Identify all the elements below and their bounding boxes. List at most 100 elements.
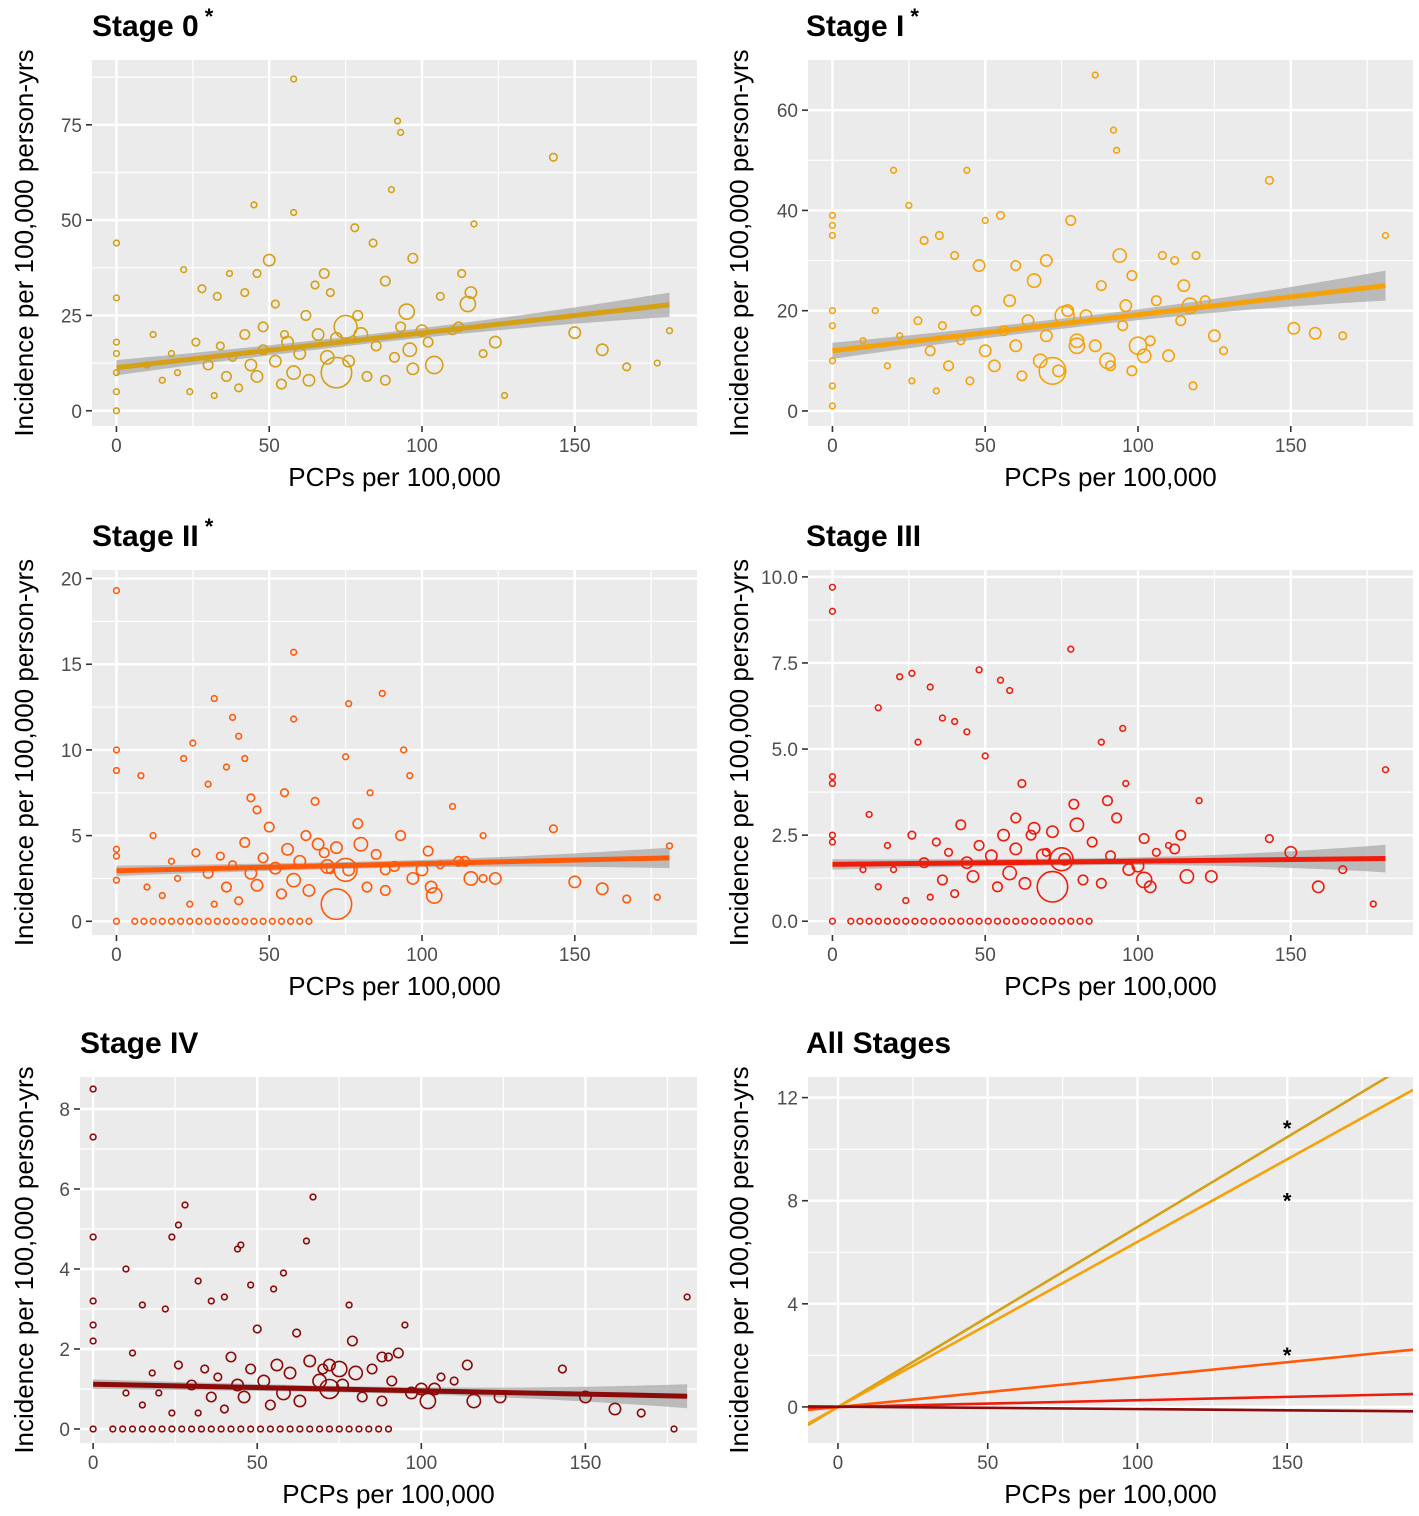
y-tick-label: 4 xyxy=(59,1260,70,1281)
data-point xyxy=(957,917,965,925)
data-point xyxy=(1068,798,1080,810)
data-point xyxy=(309,1193,317,1201)
data-point xyxy=(406,771,414,780)
data-point xyxy=(252,268,262,279)
data-point xyxy=(828,382,837,390)
data-point xyxy=(379,884,391,896)
data-point xyxy=(608,1402,622,1416)
data-point xyxy=(225,269,234,278)
x-tick-label: 50 xyxy=(977,1453,998,1474)
data-point xyxy=(140,917,148,925)
data-point xyxy=(386,1375,398,1387)
series-line xyxy=(808,1392,1413,1409)
data-point xyxy=(200,1364,210,1374)
data-point xyxy=(905,201,913,210)
data-point xyxy=(202,359,214,371)
data-point xyxy=(828,402,837,410)
data-point xyxy=(370,340,382,352)
data-point xyxy=(89,1133,97,1141)
x-tick-label: 50 xyxy=(247,1453,268,1474)
data-point xyxy=(222,917,231,925)
y-tick-label: 0 xyxy=(59,1420,70,1441)
data-point xyxy=(89,1297,97,1305)
x-axis-label: PCPs per 100,000 xyxy=(288,971,500,1001)
panel-title: Stage III xyxy=(806,520,921,553)
data-point xyxy=(981,216,989,225)
data-point xyxy=(896,332,904,340)
data-point xyxy=(365,1425,373,1433)
data-point xyxy=(937,321,948,331)
data-point xyxy=(1012,917,1020,925)
data-point xyxy=(112,349,121,358)
panel-1: 0 50 100 150 0 25 50 75 PCPs per 100,000 Incidenc… xyxy=(9,4,697,492)
data-point xyxy=(995,210,1006,221)
data-point xyxy=(345,700,353,708)
data-point xyxy=(911,917,919,925)
data-point xyxy=(1101,795,1113,807)
data-point xyxy=(871,307,879,315)
data-point xyxy=(361,370,373,382)
data-point xyxy=(1170,255,1180,266)
data-point xyxy=(1144,335,1156,347)
panel-6: * * * 0 50 100 150 0 4 8 12 PCPs per 100,000 Inciden… xyxy=(724,1027,1413,1509)
series-line xyxy=(808,1348,1413,1412)
data-point xyxy=(488,871,502,885)
data-point xyxy=(828,231,837,240)
data-point xyxy=(345,1425,353,1433)
y-tick-label: 20 xyxy=(777,302,798,323)
data-point xyxy=(237,1241,245,1249)
data-point xyxy=(902,917,910,925)
data-point xyxy=(210,694,218,703)
data-point xyxy=(270,299,280,309)
data-point xyxy=(966,917,974,925)
data-point xyxy=(112,294,121,302)
data-point xyxy=(355,1425,363,1433)
data-point xyxy=(181,1201,189,1209)
data-point xyxy=(138,1301,147,1309)
data-point xyxy=(122,1265,130,1273)
data-point xyxy=(1099,352,1116,370)
data-point xyxy=(250,917,258,925)
data-point xyxy=(244,358,258,372)
data-point xyxy=(383,1352,394,1362)
data-point xyxy=(947,917,956,925)
data-point xyxy=(1052,364,1066,378)
data-point xyxy=(333,314,358,340)
x-tick-label: 0 xyxy=(833,1453,844,1474)
data-point xyxy=(683,1293,691,1301)
data-point xyxy=(402,342,418,358)
data-point xyxy=(1009,339,1023,353)
data-point xyxy=(595,343,609,357)
data-point xyxy=(828,357,837,365)
data-point xyxy=(247,1281,255,1289)
data-point xyxy=(914,738,922,746)
x-tick-label: 150 xyxy=(1275,436,1307,457)
data-point xyxy=(907,830,917,840)
data-point xyxy=(178,1425,186,1433)
data-point xyxy=(263,821,275,833)
y-tick-label: 2 xyxy=(59,1340,70,1361)
y-tick-label: 25 xyxy=(61,306,82,327)
data-point xyxy=(189,739,197,747)
data-point xyxy=(296,1425,304,1433)
data-point xyxy=(1122,779,1130,788)
significance-marker: * xyxy=(1283,1116,1292,1141)
data-point xyxy=(247,1425,255,1433)
data-point xyxy=(180,266,188,274)
data-point xyxy=(622,894,632,904)
fit-line xyxy=(832,283,1386,354)
data-point xyxy=(348,1365,364,1381)
data-point xyxy=(149,917,157,925)
data-point xyxy=(1150,295,1162,307)
data-point xyxy=(463,871,479,886)
data-point xyxy=(89,1337,97,1345)
panel-4: 0 50 100 150 0.0 2.5 5.0 7.5 10.0 PCPs per 100,00… xyxy=(724,520,1413,1001)
series-line xyxy=(808,1088,1413,1425)
y-tick-label: 10 xyxy=(61,741,82,762)
data-point xyxy=(1003,294,1017,308)
data-point xyxy=(112,852,121,860)
data-point xyxy=(379,275,391,287)
data-point xyxy=(320,356,353,389)
data-point xyxy=(975,666,983,674)
data-point xyxy=(828,307,837,315)
